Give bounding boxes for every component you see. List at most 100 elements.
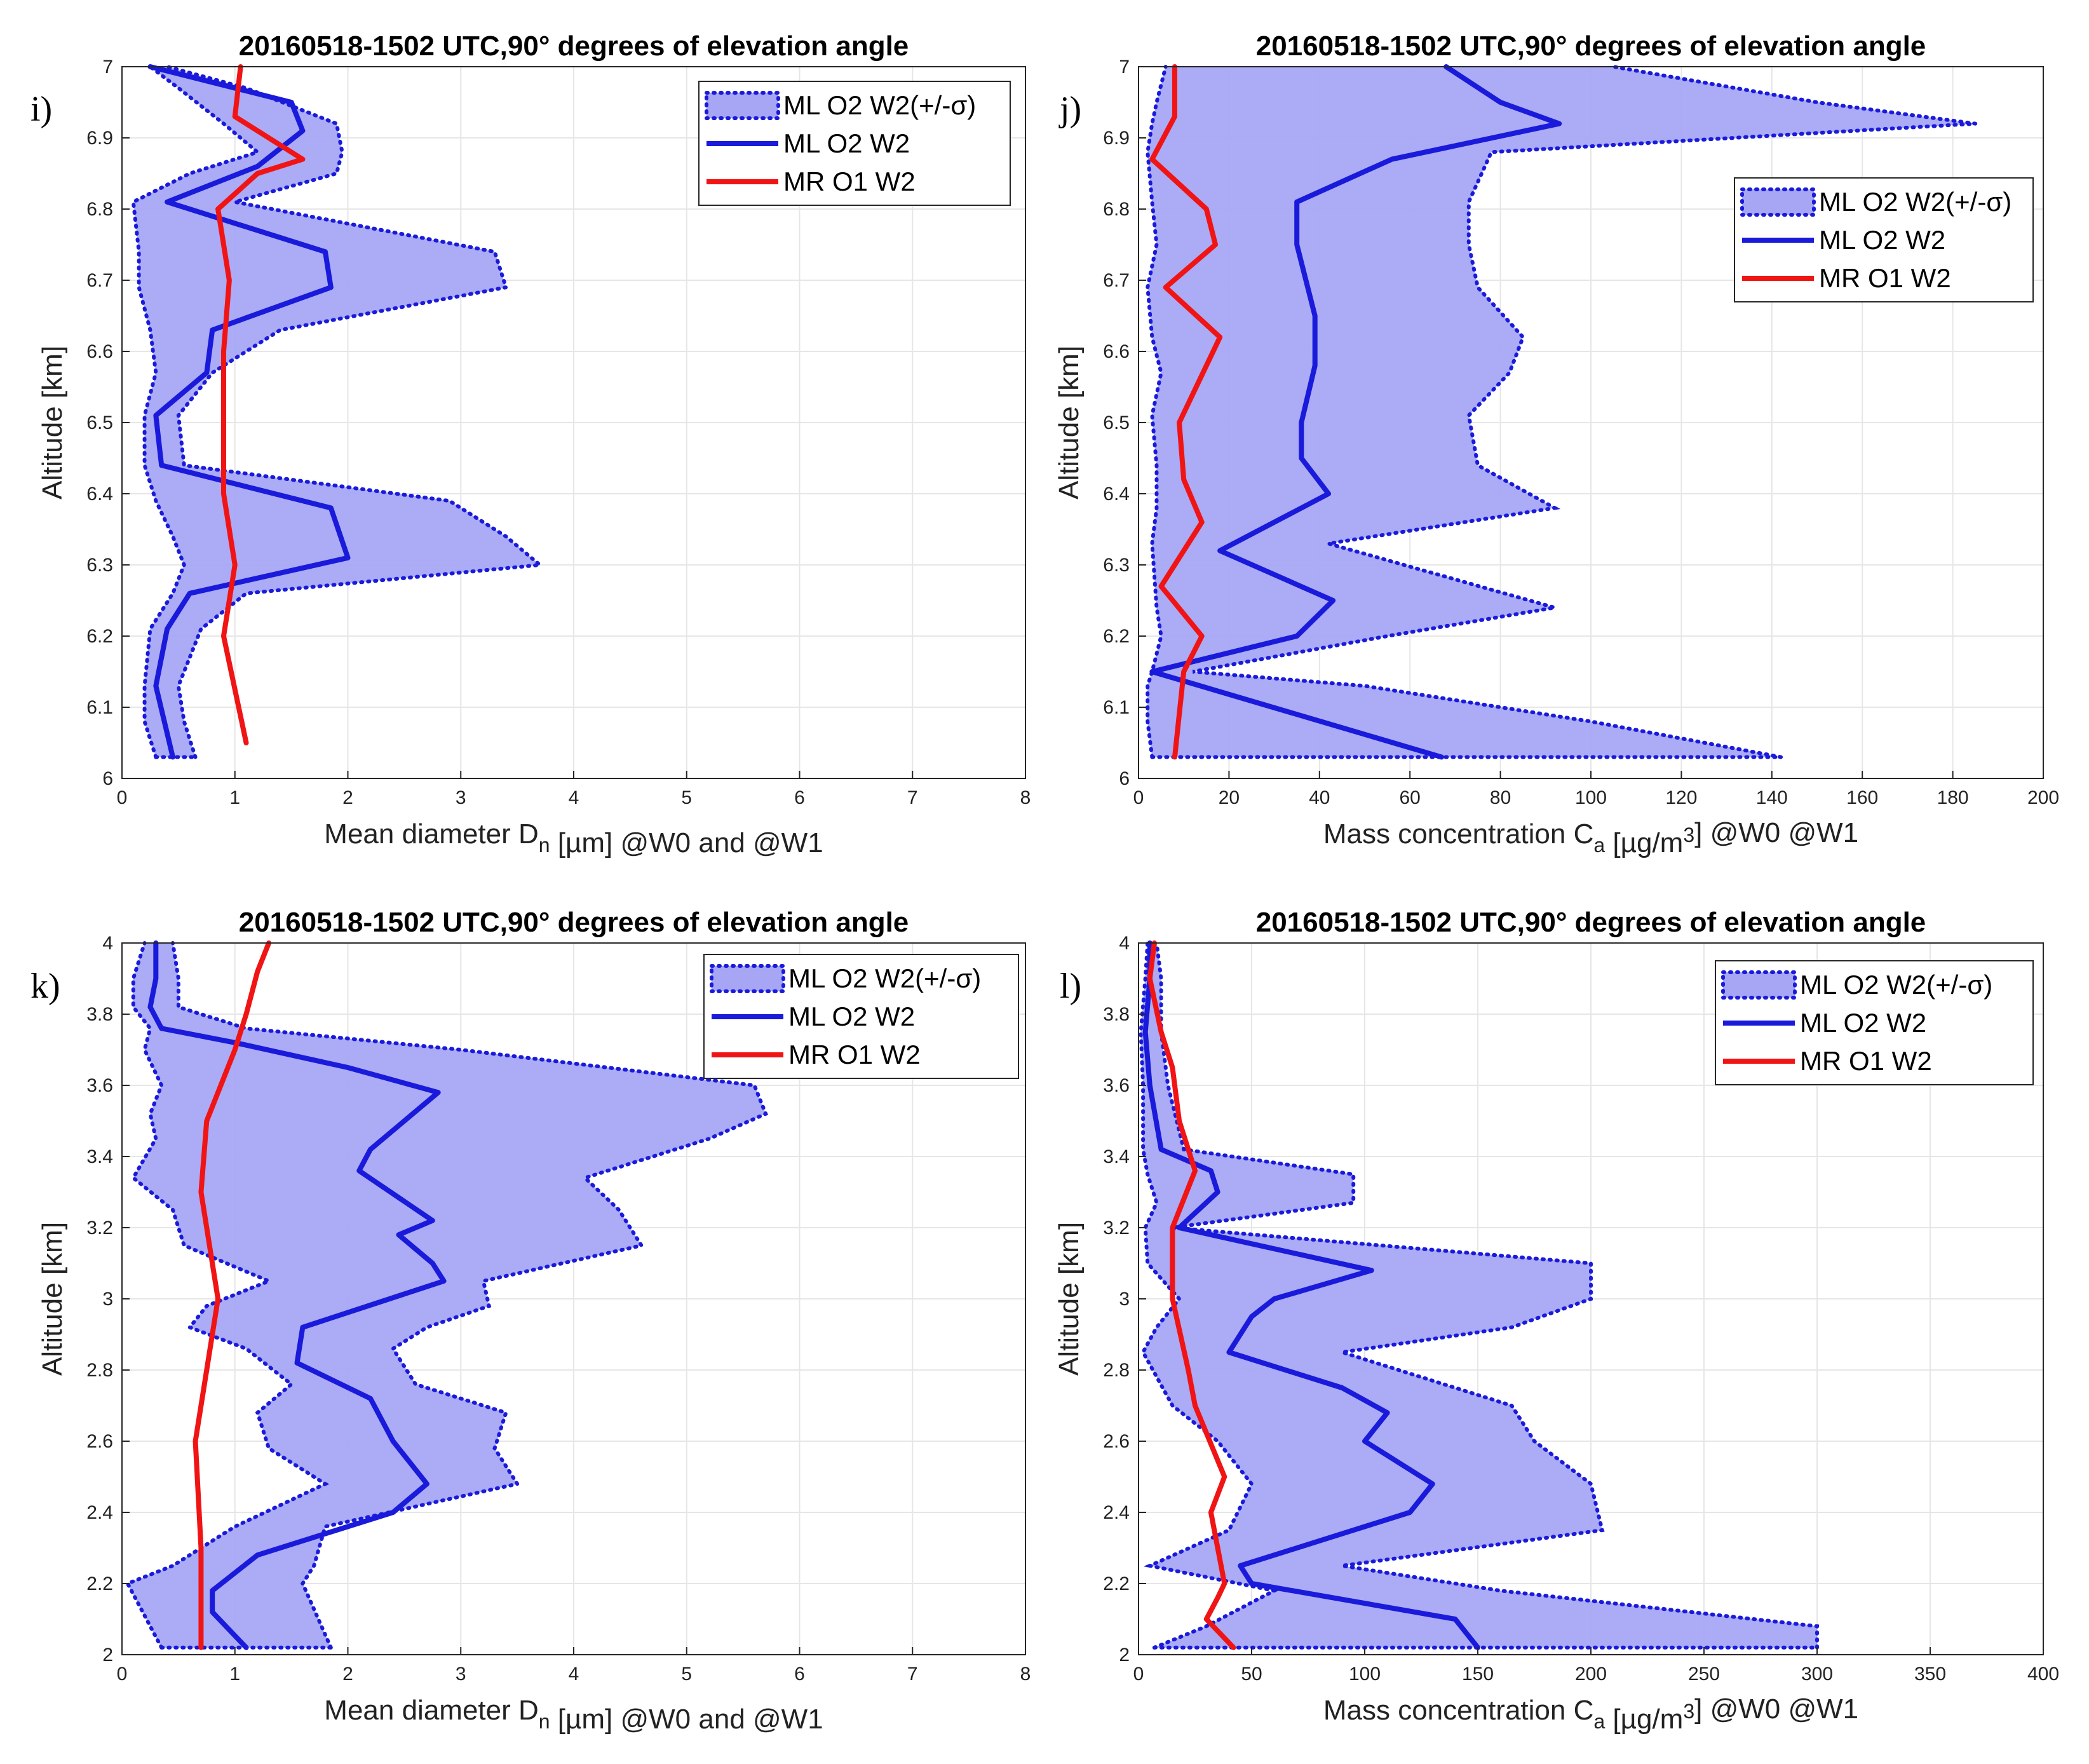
- x-tick-label: 2: [342, 1664, 353, 1685]
- x-tick-label: 6: [794, 787, 805, 808]
- x-tick-label: 0: [117, 1664, 128, 1685]
- y-tick-label: 2.8: [1103, 1360, 1130, 1381]
- y-tick-label: 2.2: [86, 1573, 113, 1594]
- y-axis-label: Altitude [km]: [1053, 346, 1085, 499]
- y-tick-label: 7: [1119, 57, 1130, 78]
- legend-label: ML O2 W2: [788, 1001, 915, 1031]
- ml-o2-w2-line: [147, 64, 351, 760]
- y-tick-label: 6.8: [86, 199, 113, 220]
- legend-swatch-sigma-band: [710, 964, 785, 993]
- y-tick-label: 3.6: [1103, 1075, 1130, 1096]
- sigma-band-lower-edge: [131, 65, 262, 759]
- y-tick-label: 3: [102, 1289, 113, 1310]
- y-tick-label: 6.1: [86, 697, 113, 718]
- x-axis-label: Mass concentration Ca [µg/m3] @W0 @W1: [1323, 1693, 1858, 1735]
- y-axis-label: Altitude [km]: [37, 1222, 68, 1376]
- y-tick-label: 2.6: [86, 1431, 113, 1452]
- legend-swatch-sigma-band: [1721, 970, 1797, 1000]
- mr-o1-w2-line: [215, 64, 306, 745]
- y-tick-label: 2.2: [1103, 1573, 1130, 1594]
- legend: ML O2 W2(+/-σ) ML O2 W2 MR O1 W2: [703, 954, 1019, 1079]
- x-tick-label: 1: [229, 787, 240, 808]
- x-tick-label: 3: [456, 1664, 466, 1685]
- y-tick-label: 6.5: [1103, 412, 1130, 433]
- y-tick-label: 6.4: [1103, 484, 1130, 505]
- mr-o1-w2-line: [193, 940, 272, 1650]
- y-tick-label: 2.8: [86, 1360, 113, 1381]
- x-tick-label: 300: [1801, 1664, 1833, 1685]
- ml-o2-w2-line: [147, 940, 447, 1650]
- y-tick-label: 3.8: [86, 1004, 113, 1025]
- x-tick-label: 250: [1688, 1664, 1720, 1685]
- mr-o1-w2-line: [1149, 64, 1223, 760]
- legend-label: ML O2 W2(+/-σ): [783, 90, 976, 120]
- y-tick-label: 6.6: [1103, 341, 1130, 362]
- x-tick-label: 8: [1020, 1664, 1031, 1685]
- x-axis-label: Mass concentration Ca [µg/m3] @W0 @W1: [1323, 817, 1858, 858]
- legend: ML O2 W2(+/-σ) ML O2 W2 MR O1 W2: [1715, 960, 2034, 1085]
- chart-title: 20160518-1502 UTC,90° degrees of elevati…: [239, 31, 909, 62]
- x-axis-label: Mean diameter Dn [µm] @W0 and @W1: [324, 818, 823, 858]
- ml-o2-w2-line: [1142, 940, 1480, 1650]
- x-tick-label: 200: [2027, 787, 2059, 808]
- x-tick-label: 80: [1490, 787, 1511, 808]
- x-tick-label: 1: [229, 1664, 240, 1685]
- y-tick-label: 6.5: [86, 412, 113, 433]
- panel-label: k): [30, 967, 60, 1006]
- y-tick-label: 6.6: [86, 341, 113, 362]
- x-axis-label: Mean diameter Dn [µm] @W0 and @W1: [324, 1695, 823, 1735]
- chart-j: 0 20 40 60 80 100 120 140 160 180 200 6 6.1 6.2 6.3 6.4…: [1053, 31, 2059, 858]
- chart-title: 20160518-1502 UTC,90° degrees of elevati…: [1256, 907, 1926, 938]
- mr-o1-w2-line: [1147, 940, 1236, 1650]
- y-tick-label: 2.6: [1103, 1431, 1130, 1452]
- panel-label: l): [1060, 967, 1081, 1006]
- legend-swatch-sigma-band: [1740, 187, 1816, 217]
- legend-swatch-sigma-band: [705, 91, 780, 120]
- sigma-band-lower-edge: [1139, 941, 1280, 1650]
- y-tick-label: 6.7: [1103, 270, 1130, 291]
- x-tick-label: 150: [1462, 1664, 1494, 1685]
- y-tick-label: 6.8: [1103, 199, 1130, 220]
- legend-label: ML O2 W2(+/-σ): [1800, 970, 1992, 1000]
- ml-o2-w2-line: [1149, 64, 1562, 760]
- y-tick-label: 2: [102, 1645, 113, 1666]
- x-tick-label: 0: [1133, 1664, 1144, 1685]
- legend-label: ML O2 W2(+/-σ): [1819, 187, 2011, 217]
- sigma-band: [1140, 943, 1817, 1648]
- y-tick-label: 4: [1119, 933, 1130, 954]
- x-tick-label: 160: [1846, 787, 1878, 808]
- y-tick-label: 2: [1119, 1645, 1130, 1666]
- y-tick-label: 6.2: [1103, 626, 1130, 647]
- y-tick-label: 2.4: [1103, 1502, 1130, 1523]
- x-tick-label: 60: [1400, 787, 1421, 808]
- chart-i: 0 1 2 3 4 5 6 7 8 6 6.1 6.2 6.3 6.4 6.5 6.6 6.7 6.8 6.9 7 20…: [30, 31, 1031, 858]
- x-tick-label: 5: [681, 1664, 692, 1685]
- y-tick-label: 6.2: [86, 626, 113, 647]
- x-tick-label: 180: [1937, 787, 1969, 808]
- sigma-band-lower-edge: [125, 941, 330, 1650]
- legend-label: ML O2 W2: [1800, 1008, 1926, 1038]
- x-tick-label: 0: [117, 787, 128, 808]
- y-tick-label: 4: [102, 933, 113, 954]
- sigma-band-upper-edge: [170, 941, 769, 1650]
- y-tick-label: 6.4: [86, 484, 113, 505]
- x-tick-label: 50: [1241, 1664, 1262, 1685]
- y-tick-label: 3.4: [1103, 1146, 1130, 1167]
- x-tick-label: 140: [1756, 787, 1788, 808]
- panel-label: j): [1058, 90, 1081, 129]
- x-tick-label: 7: [907, 1664, 918, 1685]
- chart-title: 20160518-1502 UTC,90° degrees of elevati…: [239, 907, 909, 938]
- y-tick-label: 6.7: [86, 270, 113, 291]
- y-tick-label: 6.3: [1103, 555, 1130, 576]
- y-tick-label: 6.1: [1103, 697, 1130, 718]
- y-tick-label: 3.2: [86, 1218, 113, 1238]
- x-tick-label: 4: [569, 1664, 579, 1685]
- legend: ML O2 W2(+/-σ) ML O2 W2 MR O1 W2: [698, 81, 1011, 206]
- x-tick-label: 120: [1665, 787, 1697, 808]
- x-tick-label: 400: [2027, 1664, 2059, 1685]
- y-tick-label: 6: [102, 768, 113, 789]
- legend-label: MR O1 W2: [1800, 1046, 1932, 1076]
- legend-label: ML O2 W2(+/-σ): [788, 963, 981, 993]
- x-tick-label: 100: [1575, 787, 1607, 808]
